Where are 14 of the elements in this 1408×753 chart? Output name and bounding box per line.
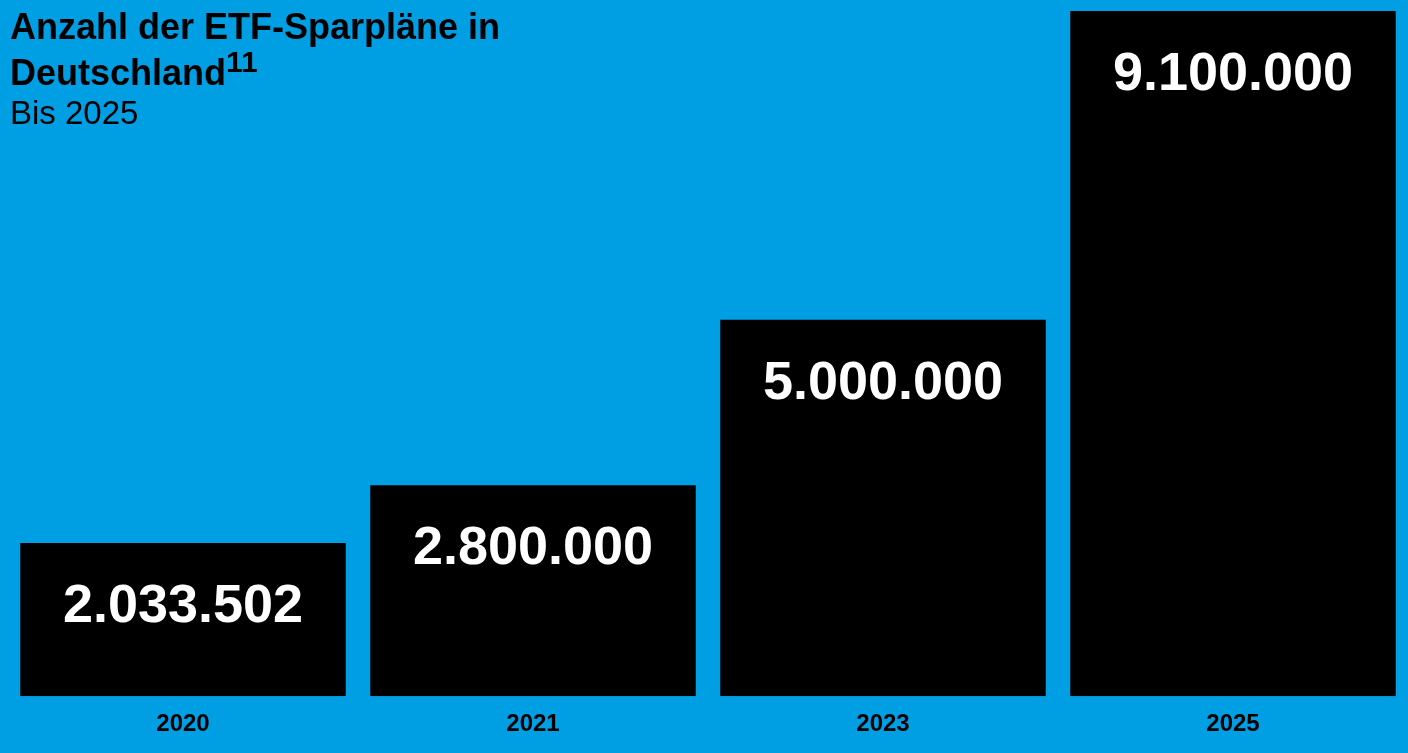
bar [20,543,346,697]
data-label: 5.000.000 [762,349,1004,410]
data-label: 2.033.502 [62,572,304,633]
bar [370,485,696,697]
bar [720,319,1046,697]
text: Anzahl der ETF-Sparpläne in Deutschland$^{11}$ [10,6,502,93]
bar [1070,11,1396,697]
x-tick-label: 2020 [156,709,210,737]
data-label: 2.800.000 [412,515,654,576]
data-label: 9.100.000 [1112,40,1354,101]
text: Bis 2025 [10,93,140,132]
x-tick-label: 2021 [506,709,560,737]
x-tick-label: 2025 [1206,709,1260,737]
x-tick-label: 2023 [856,709,910,737]
